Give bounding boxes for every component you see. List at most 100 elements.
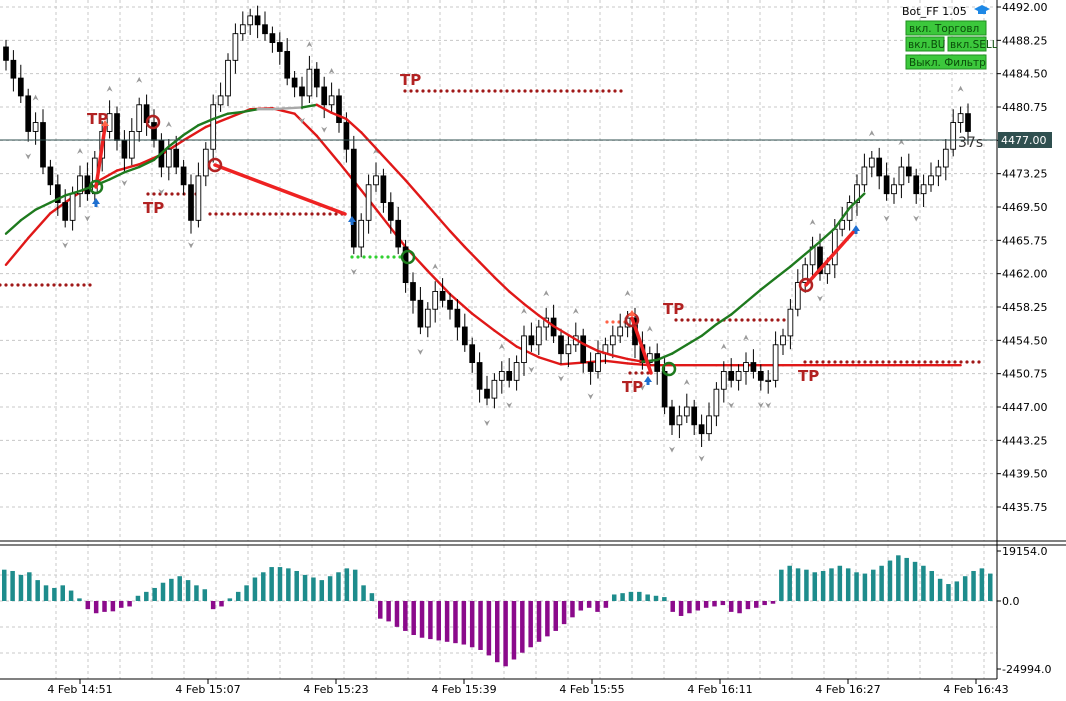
signal-dot xyxy=(523,89,527,93)
signal-dot xyxy=(214,212,218,216)
signal-dot xyxy=(680,318,684,322)
signal-dot xyxy=(475,89,479,93)
signal-dot xyxy=(22,283,26,287)
histogram-bar xyxy=(871,569,876,601)
histogram-bar xyxy=(653,595,659,601)
bull-candle xyxy=(106,113,113,132)
histogram-bar xyxy=(862,573,868,601)
signal-dot xyxy=(869,360,873,364)
signal-dot xyxy=(646,371,650,375)
fast-ma-segment xyxy=(211,112,230,121)
bear-candle xyxy=(580,335,587,364)
trading-toggle-button[interactable]: вкл. Торговл xyxy=(905,20,987,36)
slow-ma-segment xyxy=(115,163,141,172)
signal-dot xyxy=(286,212,290,216)
signal-dot xyxy=(250,212,254,216)
histogram-bar xyxy=(327,576,333,601)
fractal-down-arrow xyxy=(669,446,675,453)
trade-line xyxy=(630,316,653,375)
bull-candle xyxy=(950,122,957,150)
bear-candle xyxy=(905,166,912,177)
y-tick-label: 4492.00 xyxy=(1002,1,1048,14)
tp-label: TP xyxy=(622,378,643,396)
x-tick-label: 4 Feb 15:55 xyxy=(559,683,624,696)
signal-dot xyxy=(262,212,266,216)
histogram-bar xyxy=(361,585,366,601)
signal-dot xyxy=(583,89,587,93)
tp-label: TP xyxy=(143,199,164,217)
y-tick-label: 4462.00 xyxy=(1002,268,1048,281)
signal-dot xyxy=(839,360,843,364)
bull-candle xyxy=(765,379,772,382)
histogram-bar xyxy=(904,557,909,601)
bull-candle xyxy=(247,15,254,26)
bull-candle xyxy=(839,219,846,230)
bu-toggle-button[interactable]: вкл.BU xyxy=(905,36,945,52)
bull-candle xyxy=(365,184,372,221)
bull-candle xyxy=(565,344,572,355)
fast-ma-segment xyxy=(123,165,141,174)
signal-dot xyxy=(517,89,521,93)
bull-candle xyxy=(128,130,135,159)
fractal-up-arrow xyxy=(77,148,83,154)
bull-candle xyxy=(424,308,431,328)
signal-dot xyxy=(46,283,50,287)
y-tick-label: 4439.50 xyxy=(1002,468,1048,481)
histogram-bar xyxy=(896,555,901,601)
signal-dot xyxy=(511,89,515,93)
histogram-bar xyxy=(144,591,149,601)
x-tick-label: 4 Feb 15:39 xyxy=(431,683,496,696)
signal-dot xyxy=(208,212,212,216)
sell-toggle-label: вкл.SELL xyxy=(950,39,998,51)
signal-dot xyxy=(256,212,260,216)
y-tick-label: 4435.75 xyxy=(1002,501,1048,514)
signal-dot xyxy=(565,89,569,93)
histogram-bar xyxy=(553,601,558,631)
histogram-bar xyxy=(954,581,960,601)
histogram-bar xyxy=(937,578,943,601)
bull-candle xyxy=(617,326,624,337)
bear-candle xyxy=(461,326,468,346)
sell-toggle-button[interactable]: вкл.SELL xyxy=(947,36,998,52)
fractal-up-arrow xyxy=(328,68,335,74)
signal-dot xyxy=(244,212,248,216)
fractal-down-arrow xyxy=(728,402,735,409)
signal-dot xyxy=(857,360,861,364)
fast-ma-segment xyxy=(833,206,851,230)
histogram-bar xyxy=(703,601,709,608)
fractal-up-arrow xyxy=(720,343,727,350)
signal-dot xyxy=(605,320,609,324)
fractal-down-arrow xyxy=(639,384,646,391)
bull-candle xyxy=(957,113,964,124)
fractal-up-arrow xyxy=(646,325,653,332)
bear-candle xyxy=(691,406,698,426)
fast-ma-segment xyxy=(330,111,348,121)
signal-dot xyxy=(746,318,750,322)
histogram-bar xyxy=(118,601,124,608)
slow-ma-segment xyxy=(559,361,585,366)
trade-line xyxy=(94,125,107,189)
y-tick-label: 4465.75 xyxy=(1002,234,1048,247)
candles xyxy=(3,5,971,447)
signal-dot xyxy=(380,255,384,259)
signal-dot xyxy=(304,212,308,216)
histogram-bar xyxy=(194,585,199,601)
fast-ma-segment xyxy=(374,147,392,166)
bull-candle xyxy=(595,353,601,372)
signal-dot xyxy=(152,192,156,196)
histogram-bar xyxy=(444,601,450,642)
signal-dot xyxy=(28,283,32,287)
slow-ma-segment xyxy=(204,116,230,129)
filter-toggle-button[interactable]: Выкл. Фильтр xyxy=(905,54,987,70)
bear-candle xyxy=(291,77,298,88)
signal-dot xyxy=(917,360,921,364)
bull-candle xyxy=(521,335,527,364)
y-tick-label: 4488.25 xyxy=(1002,34,1048,47)
fast-ma-segment xyxy=(656,352,674,362)
histogram-bar xyxy=(252,577,258,601)
signal-dot xyxy=(935,360,939,364)
bull-candle xyxy=(232,33,239,61)
fractal-up-arrow xyxy=(572,308,579,314)
bear-candle xyxy=(417,299,424,328)
